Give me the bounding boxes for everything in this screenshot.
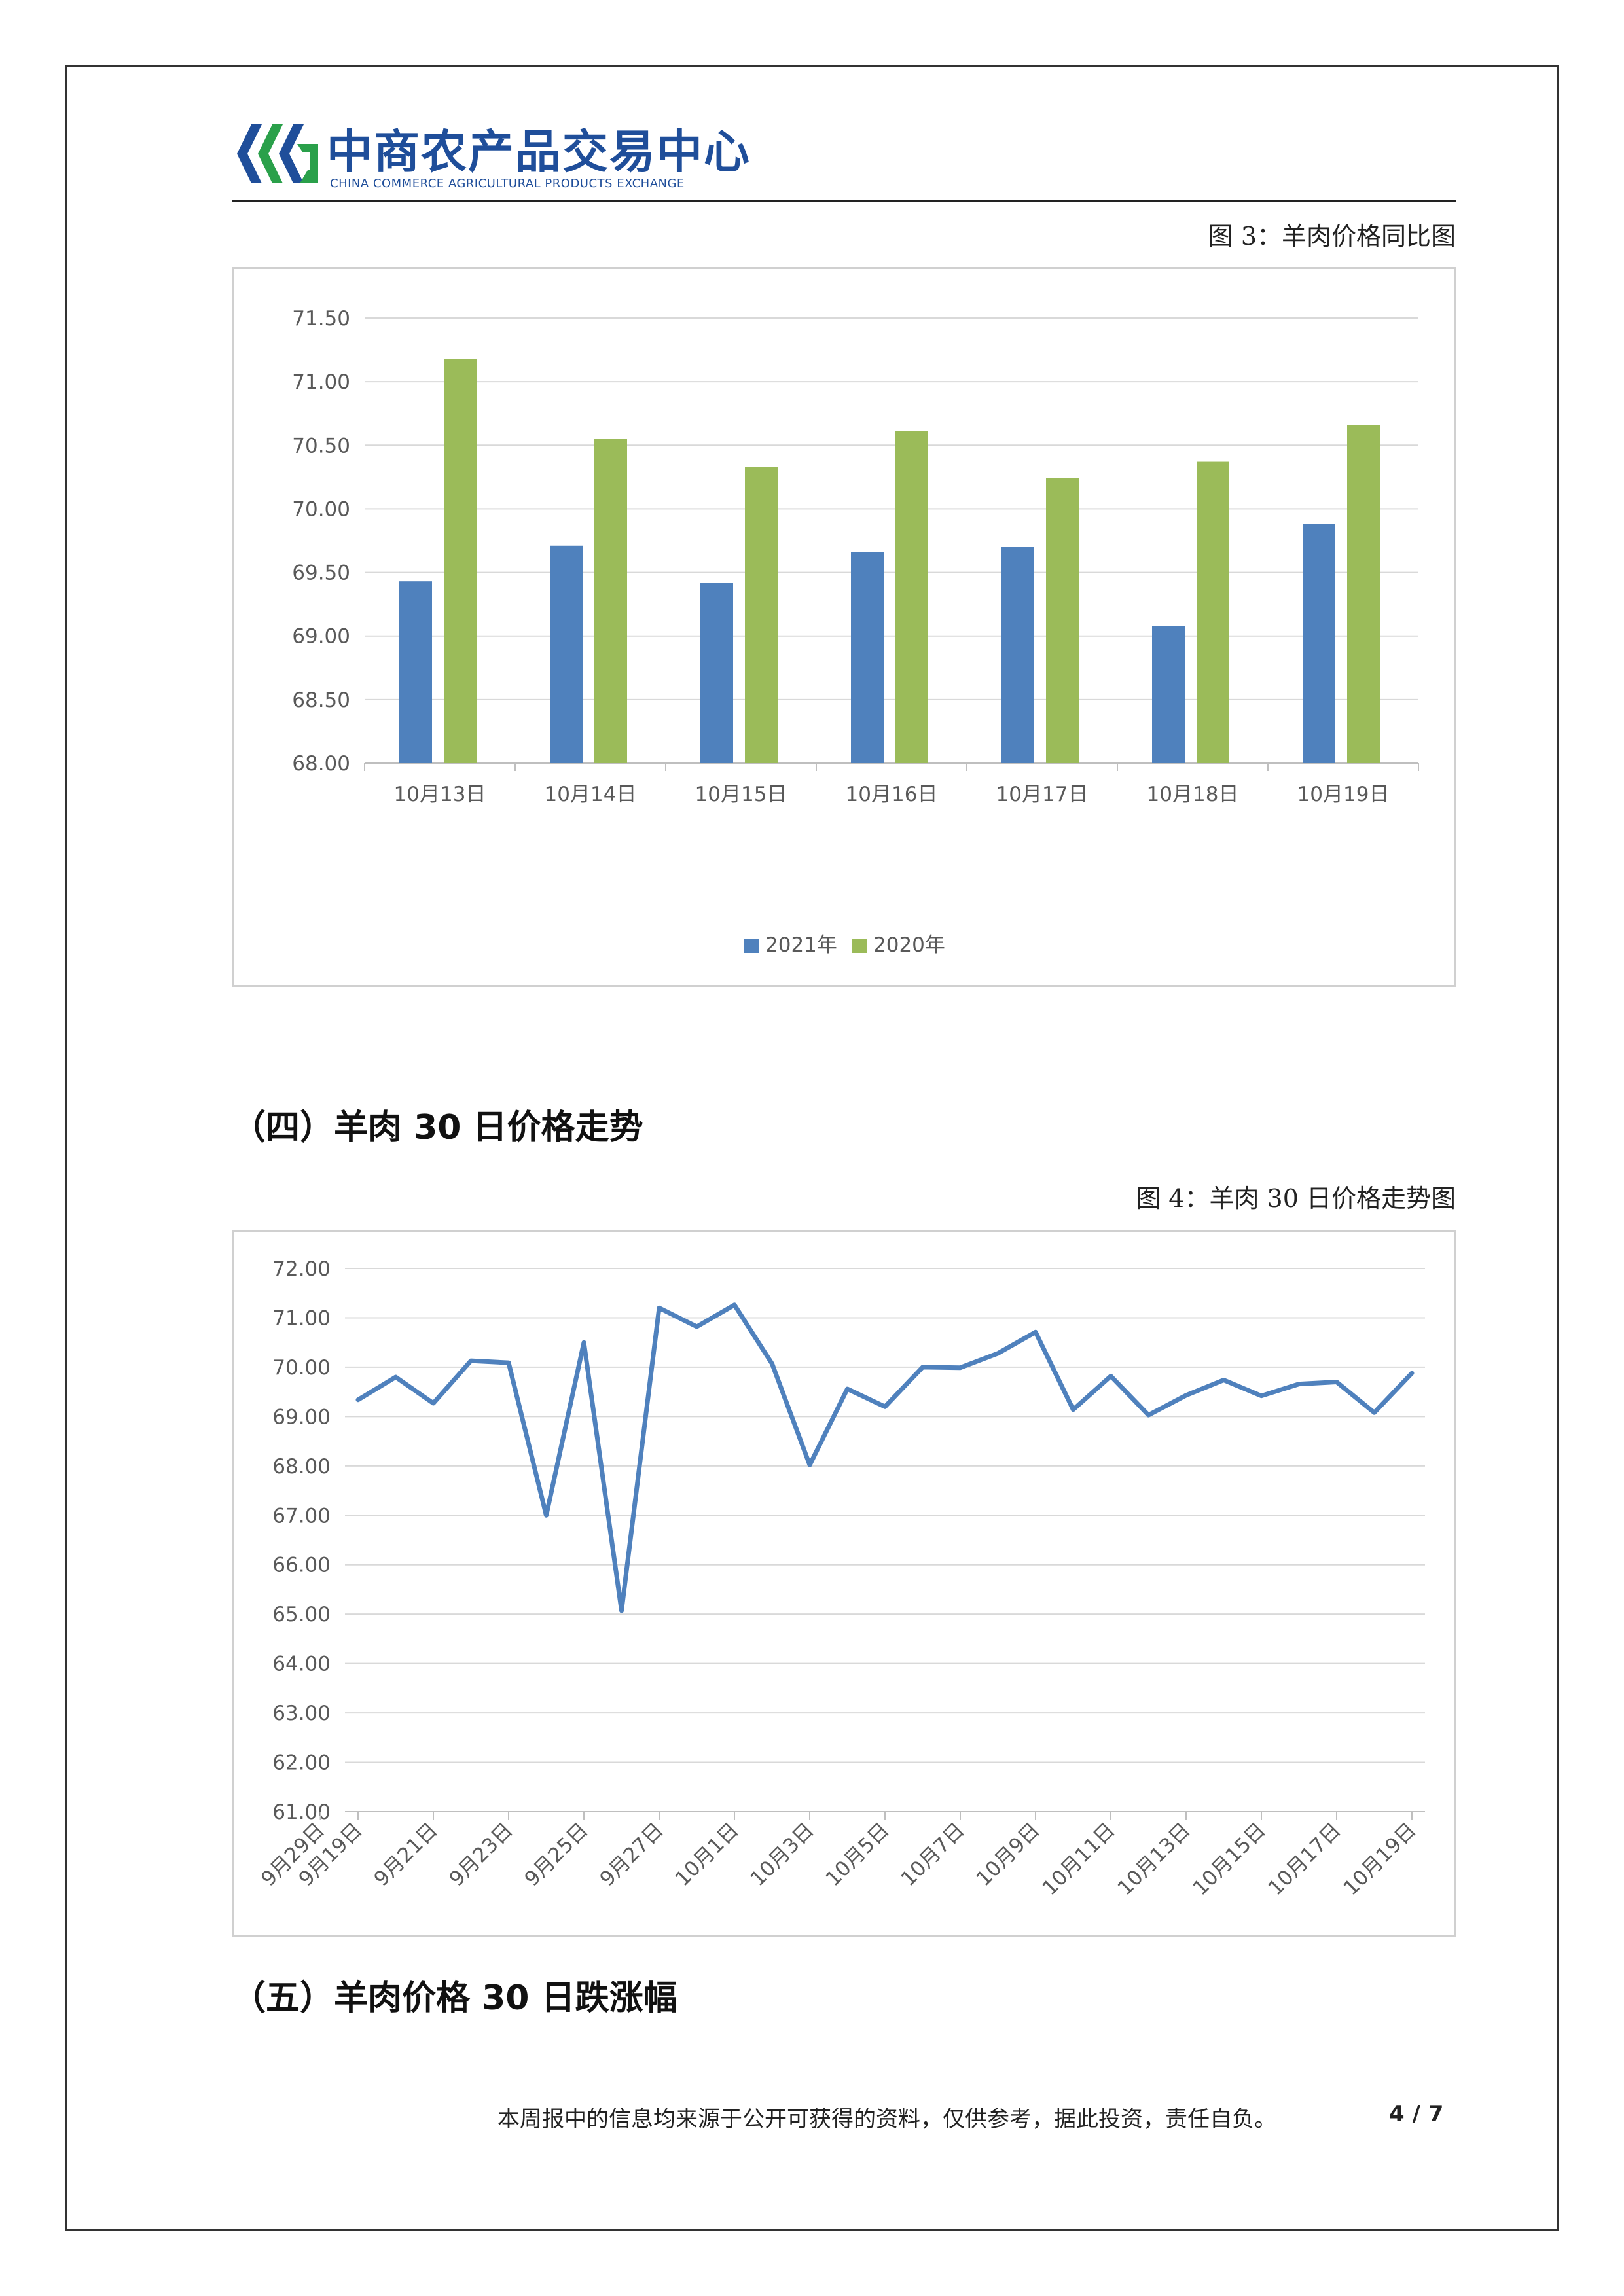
line-xtick-label: 10月17日 [1264,1818,1346,1900]
line-ytick-label: 61.00 [272,1801,331,1824]
section5-title: （五）羊肉价格 30 日跌涨幅 [232,1979,677,2018]
line-ytick-label: 68.00 [272,1455,331,1479]
bar-series1 [700,583,733,763]
bar-ytick-label: 69.50 [292,562,350,585]
header: 中商农产品交易中心 CHINA COMMERCE AGRICULTURAL PR… [232,111,1456,202]
line-xtick-label: 10月13日 [1113,1818,1195,1900]
logo-icon [237,124,318,183]
line-ytick-label: 70.00 [272,1356,331,1380]
bar-xtick-label: 10月15日 [695,783,787,806]
line-ytick-label: 71.00 [272,1306,331,1330]
bar-series1 [1152,626,1185,763]
bar-ytick-label: 68.50 [292,689,350,712]
bar-series1 [550,545,583,763]
figure3-caption: 图 3：羊肉价格同比图 [1208,222,1456,251]
figure4-caption: 图 4：羊肉 30 日价格走势图 [1136,1184,1456,1213]
legend-label: 2020年 [873,933,945,957]
bar-chart: 68.00 68.50 69.00 69.50 70.00 70.50 71.00 71.50… [292,307,1419,957]
line-xtick-label: 10月3日 [746,1818,819,1891]
bar-series1 [851,552,884,763]
line-ytick-label: 69.00 [272,1405,331,1429]
bar-xtick-label: 10月13日 [394,783,486,806]
footer-disclaimer: 本周报中的信息均来源于公开可获得的资料，仅供参考，据此投资，责任自负。 [497,2106,1276,2132]
bar-series2 [1347,425,1380,763]
line-ytick-label: 66.00 [272,1554,331,1577]
bar-series2 [745,467,778,763]
bar-xtick-label: 10月16日 [846,783,938,806]
page-number: 4 / 7 [1389,2101,1444,2127]
bar-series1 [399,581,432,763]
bar-ytick-label: 70.50 [292,434,350,457]
header-divider [232,200,1456,202]
line-ytick-label: 64.00 [272,1653,331,1676]
bar-ytick-label: 70.00 [292,497,350,521]
bar-series1 [1303,524,1335,763]
bar-ytick-label: 71.00 [292,370,350,394]
line-series [355,1302,1415,1613]
figure3-chart-frame: 68.00 68.50 69.00 69.50 70.00 70.50 71.00 71.50… [232,267,1456,987]
bar-ytick-label: 69.00 [292,625,350,649]
line-xtick-label: 10月15日 [1189,1818,1271,1900]
line-xtick-label: 9月23日 [445,1818,518,1891]
line-xtick-label: 9月25日 [520,1818,593,1891]
line-chart: 61.00 62.00 63.00 64.00 65.00 66.00 67.00 68.00… [257,1257,1425,1900]
line-xtick-label: 10月9日 [972,1818,1045,1891]
logo-subtitle: CHINA COMMERCE AGRICULTURAL PRODUCTS EXC… [330,177,685,190]
line-ytick-label: 62.00 [272,1751,331,1775]
bar-series1 [1001,547,1034,763]
line-xtick-label: 10月1日 [671,1818,744,1891]
bar-xtick-label: 10月18日 [1147,783,1239,806]
bar-ytick-label: 71.50 [292,307,350,331]
line-xtick-label: 10月11日 [1038,1818,1120,1900]
line-xtick-label: 10月7日 [897,1818,969,1891]
bar-series2 [895,431,928,763]
section4-title: （四）羊肉 30 日价格走势 [232,1108,643,1147]
bar-series2 [1197,461,1229,763]
bar-ytick-label: 68.00 [292,752,350,776]
bar-series2 [444,359,477,763]
line-ytick-label: 67.00 [272,1504,331,1528]
bar-series2 [594,439,627,763]
legend-label: 2021年 [765,933,837,957]
line-xtick-label: 10月19日 [1339,1818,1421,1900]
legend-swatch [852,939,867,953]
bar-xtick-label: 10月17日 [996,783,1089,806]
legend-swatch [744,939,759,953]
logo-title: 中商农产品交易中心 [327,125,751,179]
line-xtick-label: 9月21日 [370,1818,442,1891]
line-ytick-label: 63.00 [272,1702,331,1725]
bar-xtick-label: 10月14日 [545,783,637,806]
line-xtick-label: 10月5日 [821,1818,894,1891]
line-ytick-label: 65.00 [272,1603,331,1626]
figure4-chart-frame: 61.00 62.00 63.00 64.00 65.00 66.00 67.00 68.00… [232,1230,1456,1937]
bar-series2 [1046,478,1079,763]
bar-xtick-label: 10月19日 [1297,783,1390,806]
line-ytick-label: 72.00 [272,1257,331,1281]
line-xtick-label: 9月27日 [596,1818,668,1891]
page-border [65,65,1559,2231]
